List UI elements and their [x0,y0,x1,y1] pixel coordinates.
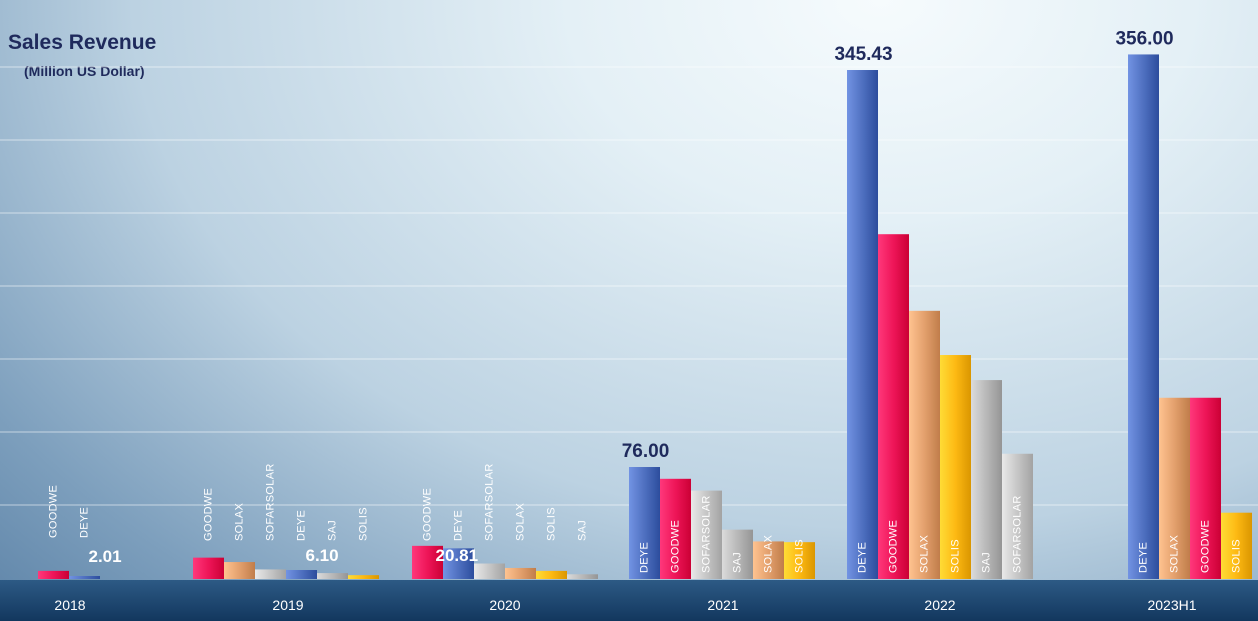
bar-label: SOLIS [949,539,961,573]
bar-2022-solis [940,355,971,579]
bar-label: SOLIS [545,507,557,541]
bar-label: GOODWE [887,520,899,573]
bar-label: SOLIS [793,539,805,573]
bar-label: SOLAX [1168,534,1180,573]
bar-label: SOFARSOLAR [483,463,495,541]
bar-2022-sofarsolar [1002,453,1033,579]
bar-2021-solax [753,541,784,579]
bar-2023H1-solis [1221,512,1252,579]
bar-2020-goodwe [412,545,443,579]
bar-2019-deye [286,570,317,579]
bar-2019-solis [348,575,379,579]
bar-label: GOODWE [669,520,681,573]
bar-label: SOFARSOLAR [264,463,276,541]
bar-label: GOODWE [47,485,59,538]
x-tick-label: 2020 [489,597,520,613]
x-tick-label: 2023H1 [1147,597,1196,613]
x-tick-label: 2018 [54,597,85,613]
bar-2021-goodwe [660,478,691,579]
bar-label: SOFARSOLAR [1011,495,1023,573]
bar-2021-sofarsolar [691,490,722,579]
bar-label: DEYE [295,510,307,541]
bar-2020-solax [505,567,536,579]
bar-label: SOFARSOLAR [700,495,712,573]
bar-label: SOLIS [357,507,369,541]
value-label: 345.43 [834,44,892,65]
bar-label: GOODWE [1199,520,1211,573]
bar-2020-sofarsolar [474,563,505,579]
bar-2020-saj [567,574,598,579]
bar-2020-deye [443,548,474,579]
gridlines [0,66,1258,506]
bar-2019-sofarsolar [255,569,286,579]
bar-2018-goodwe [38,570,69,579]
value-label: 6.10 [306,546,339,565]
x-axis-labels: 2018 2019 2020 2021 2022 2023H1 [54,597,1196,613]
bar-series [38,54,1252,580]
x-tick-label: 2022 [924,597,955,613]
x-axis-band [0,580,1258,621]
bar-2022-goodwe [878,234,909,580]
bar-2020-solis [536,570,567,579]
bar-labels: GOODWE DEYE 2.01 GOODWE SOLAX SOFARSOLAR DEYE 6… [47,28,1242,573]
bar-label: SAJ [980,552,992,573]
bar-2022-deye [847,70,878,579]
bar-2023H1-deye [1128,54,1159,579]
bar-2023H1-solax [1159,397,1190,579]
bar-label: SOLIS [1230,539,1242,573]
bar-label: SAJ [576,520,588,541]
bar-2021-saj [722,529,753,579]
bar-label: DEYE [856,542,868,573]
x-tick-label: 2021 [707,597,738,613]
bar-2019-saj [317,573,348,579]
bar-2023H1-goodwe [1190,397,1221,579]
value-label: 76.00 [622,441,670,462]
bar-2019-solax [224,562,255,579]
bar-label: SOLAX [233,502,245,541]
bar-2021-solis [784,542,815,579]
bar-label: DEYE [78,507,90,538]
value-label: 356.00 [1115,28,1173,49]
bar-2021-deye [629,467,660,579]
value-label: 20.81 [436,546,479,565]
bar-label: SAJ [731,552,743,573]
bar-label: SOLAX [514,502,526,541]
bar-label: SOLAX [918,534,930,573]
bar-2022-saj [971,380,1002,579]
value-label: 2.01 [89,547,122,566]
bar-label: SAJ [326,520,338,541]
bar-label: SOLAX [762,534,774,573]
bar-2019-goodwe [193,557,224,579]
bar-label: DEYE [1137,542,1149,573]
bar-label: GOODWE [202,488,214,541]
bar-label: DEYE [452,510,464,541]
bar-2018-deye [69,576,100,579]
chart-title: Sales Revenue [8,31,157,54]
bar-label: GOODWE [421,488,433,541]
x-tick-label: 2019 [272,597,303,613]
bar-label: DEYE [638,542,650,573]
bar-2022-solax [909,310,940,579]
